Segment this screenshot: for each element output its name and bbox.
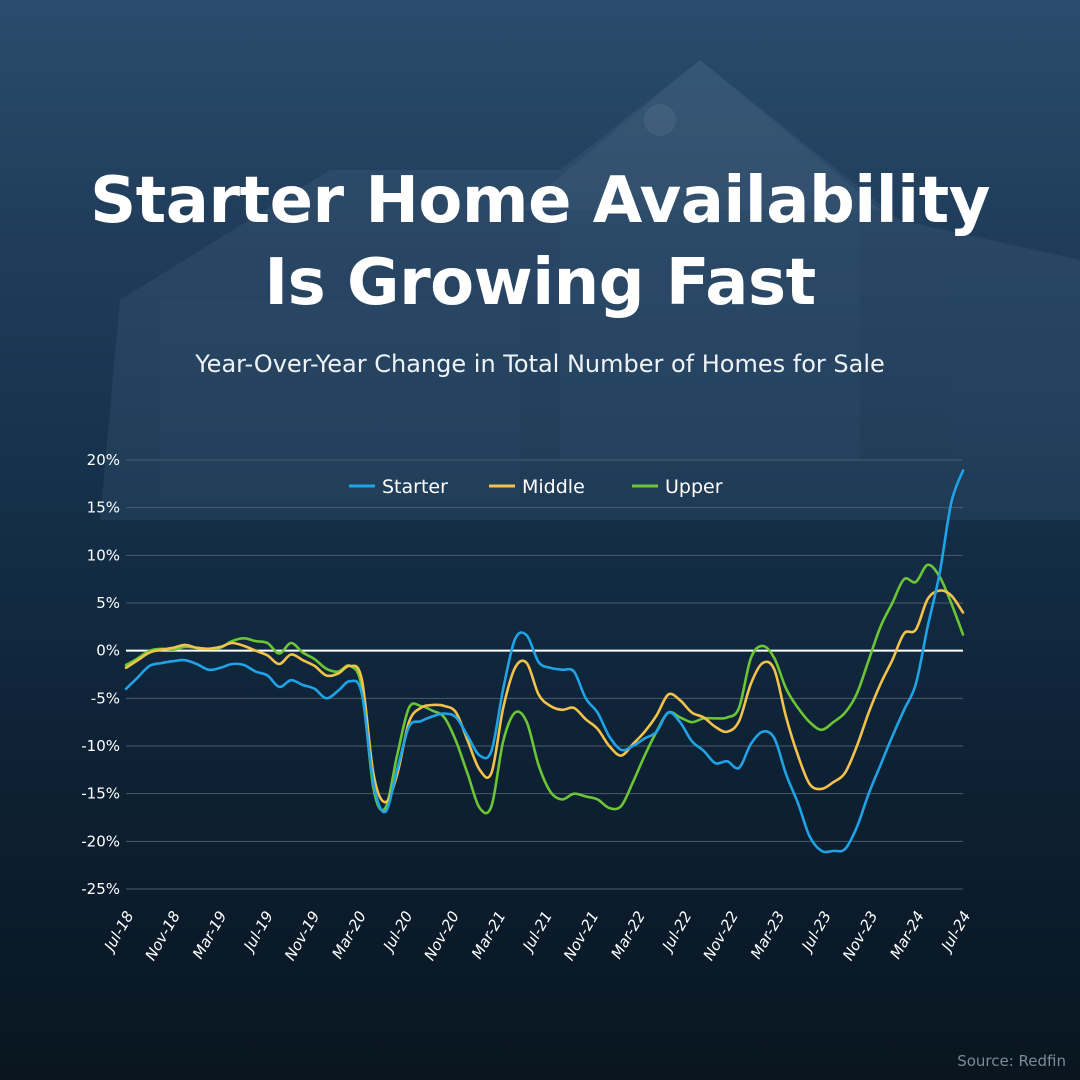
y-tick-label: -10% — [81, 737, 120, 755]
x-tick-label: Mar-20 — [328, 908, 370, 962]
y-axis-ticks: 20% 15% 10% 5% 0% -5% -10% -15% -20% -25% — [81, 451, 120, 898]
x-axis-ticks: Jul-18 Nov-18 Mar-19 Jul-19 Nov-19 Mar-20 Jul-… — [99, 908, 974, 964]
y-tick-label: 15% — [87, 499, 120, 517]
y-tick-label: 0% — [96, 642, 120, 660]
background-house-image — [100, 60, 1080, 520]
x-tick-label: Mar-24 — [886, 908, 928, 962]
x-tick-label: Jul-21 — [518, 908, 556, 956]
y-tick-label: -20% — [81, 832, 120, 850]
x-tick-label: Mar-21 — [468, 908, 510, 962]
x-tick-label: Nov-23 — [839, 908, 881, 964]
grid-lines — [126, 459, 963, 890]
x-tick-label: Mar-19 — [189, 908, 231, 962]
x-tick-label: Jul-19 — [239, 908, 277, 956]
series-line-upper — [124, 563, 965, 815]
x-tick-label: Nov-22 — [699, 908, 741, 964]
y-tick-label: -5% — [91, 689, 120, 707]
chart-title: Starter Home Availability Is Growing Fas… — [40, 160, 1040, 324]
series-line-middle — [124, 589, 965, 804]
x-tick-label: Nov-20 — [420, 908, 462, 964]
series-lines — [124, 469, 965, 854]
series-line-starter — [124, 469, 965, 854]
legend-label-middle: Middle — [522, 476, 585, 498]
x-tick-label: Mar-23 — [747, 908, 789, 962]
chart-subtitle: Year-Over-Year Change in Total Number of… — [195, 350, 885, 378]
source-note: Source: Redfin — [957, 1052, 1066, 1070]
x-tick-label: Mar-22 — [607, 908, 649, 962]
x-tick-label: Jul-24 — [936, 908, 974, 956]
legend: Starter Middle Upper — [349, 476, 723, 498]
x-tick-label: Nov-19 — [281, 908, 323, 964]
x-tick-label: Nov-18 — [141, 908, 183, 964]
x-tick-label: Jul-20 — [378, 908, 416, 956]
y-tick-label: 10% — [87, 546, 120, 564]
y-tick-label: -15% — [81, 785, 120, 803]
x-tick-label: Nov-21 — [560, 908, 602, 964]
y-tick-label: 5% — [96, 594, 120, 612]
title-line-2: Is Growing Fast — [264, 246, 816, 320]
legend-label-starter: Starter — [382, 476, 448, 498]
x-tick-label: Jul-23 — [797, 908, 835, 956]
y-tick-label: 20% — [87, 451, 120, 469]
legend-label-upper: Upper — [665, 476, 723, 498]
x-tick-label: Jul-18 — [99, 908, 137, 956]
x-tick-label: Jul-22 — [657, 908, 695, 956]
title-line-1: Starter Home Availability — [90, 164, 990, 238]
y-tick-label: -25% — [81, 880, 120, 898]
